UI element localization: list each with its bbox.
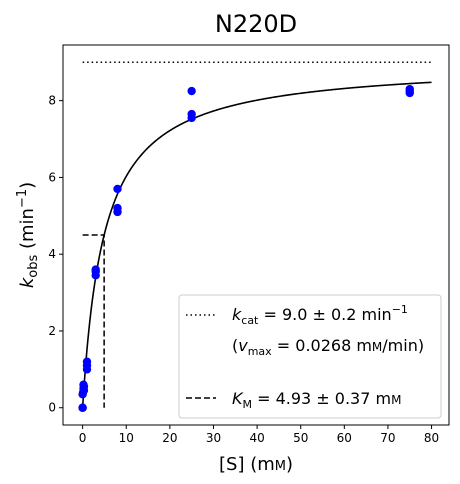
legend-kcat-label: kcat = 9.0 ± 0.2 min−1 <box>232 303 408 327</box>
y-tick-label: 0 <box>48 401 56 415</box>
x-tick-label: 70 <box>380 431 395 445</box>
data-point <box>79 386 89 395</box>
x-tick-label: 60 <box>337 431 352 445</box>
x-axis: 0 10 20 30 40 50 60 70 80 <box>79 425 439 445</box>
data-point <box>187 109 196 119</box>
legend-vmax-label: (vmax = 0.0268 mM/min) <box>232 336 424 358</box>
chart-title: N220D <box>215 10 297 38</box>
x-tick-label: 0 <box>79 431 87 445</box>
x-tick-label: 80 <box>424 431 439 445</box>
data-point <box>91 265 100 274</box>
y-tick-label: 8 <box>48 94 56 108</box>
x-tick-label: 40 <box>249 431 264 445</box>
x-axis-label: [S] (mM) <box>219 454 293 475</box>
legend-km-label: KM = 4.93 ± 0.37 mM <box>232 389 401 411</box>
y-axis: 0 2 4 6 8 <box>48 94 63 415</box>
data-layer <box>78 61 432 412</box>
x-tick-label: 50 <box>293 431 308 445</box>
y-tick-label: 2 <box>48 324 56 338</box>
data-point <box>82 357 92 366</box>
legend-frame <box>178 294 442 419</box>
x-tick-label: 30 <box>206 431 221 445</box>
data-point <box>113 203 122 213</box>
legend: kcat = 9.0 ± 0.2 min−1 (vmax = 0.0268 mM… <box>178 294 442 419</box>
plot-frame <box>62 44 450 426</box>
x-tick-label: 20 <box>162 431 177 445</box>
data-point <box>78 403 87 412</box>
y-tick-label: 6 <box>48 170 56 184</box>
x-tick-label: 10 <box>119 431 134 445</box>
fit-curve <box>81 81 432 408</box>
data-point <box>113 184 122 194</box>
data-point <box>187 86 196 96</box>
y-axis-label: kobs (min−1) <box>15 182 41 288</box>
y-tick-label: 4 <box>48 247 56 261</box>
data-point <box>405 84 414 94</box>
